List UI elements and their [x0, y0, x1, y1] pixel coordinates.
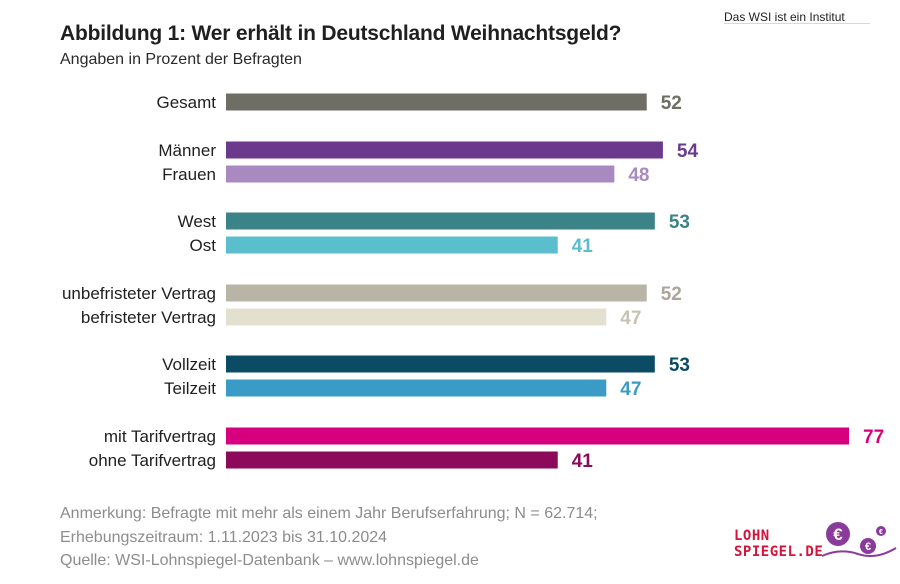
footnote-quelle: Quelle: WSI-Lohnspiegel-Datenbank – www.… — [60, 552, 479, 569]
bar-befristeter-vertrag — [226, 308, 607, 326]
euro-symbol-medium: € — [865, 541, 871, 553]
value-label-vollzeit: 53 — [669, 355, 690, 376]
bar-maenner — [226, 141, 663, 159]
bar-west — [226, 212, 655, 230]
category-label-teilzeit: Teilzeit — [164, 379, 216, 398]
logo-text-line1: LOHN — [734, 528, 770, 544]
value-label-ohne-tarifvertrag: 41 — [572, 451, 594, 472]
bar-ohne-tarifvertrag — [226, 451, 558, 469]
top-note: Das WSI ist ein Institut — [724, 10, 845, 21]
bar-teilzeit — [226, 379, 607, 397]
euro-symbol-small: € — [879, 529, 883, 536]
bar-vollzeit — [226, 355, 655, 373]
euro-symbol-large: € — [833, 525, 843, 544]
value-label-unbefristeter-vertrag: 52 — [661, 284, 682, 305]
bar-ost — [226, 236, 558, 254]
logo-text-line2: SPIEGEL.DE — [734, 544, 824, 560]
bar-unbefristeter-vertrag — [226, 284, 647, 302]
value-label-gesamt: 52 — [661, 93, 682, 114]
value-label-maenner: 54 — [677, 141, 699, 162]
category-label-ohne-tarifvertrag: ohne Tarifvertrag — [89, 451, 216, 470]
euro-coin-small-icon — [876, 526, 886, 536]
value-label-frauen: 48 — [628, 165, 649, 186]
euro-coin-large-icon — [826, 522, 850, 546]
logo-wave — [821, 547, 897, 557]
value-label-befristeter-vertrag: 47 — [620, 308, 641, 329]
category-label-west: West — [178, 212, 217, 231]
category-label-ost: Ost — [190, 236, 217, 255]
value-label-teilzeit: 47 — [620, 379, 641, 400]
category-label-vollzeit: Vollzeit — [162, 355, 216, 374]
value-label-mit-tarifvertrag: 77 — [863, 427, 884, 448]
category-label-gesamt: Gesamt — [156, 93, 216, 112]
value-label-ost: 41 — [572, 236, 594, 257]
category-label-maenner: Männer — [158, 141, 216, 160]
category-label-befristeter-vertrag: befristeter Vertrag — [81, 308, 216, 327]
bar-gesamt — [226, 93, 647, 111]
chart-subtitle: Angaben in Prozent der Befragten — [60, 51, 302, 68]
bar-frauen — [226, 165, 615, 183]
value-label-west: 53 — [669, 212, 690, 233]
divider — [724, 23, 870, 24]
footnote-anmerkung: Anmerkung: Befragte mit mehr als einem J… — [60, 505, 598, 522]
bar-mit-tarifvertrag — [226, 427, 849, 445]
chart-title: Abbildung 1: Wer erhält in Deutschland W… — [60, 22, 622, 45]
category-label-mit-tarifvertrag: mit Tarifvertrag — [104, 427, 216, 446]
category-label-unbefristeter-vertrag: unbefristeter Vertrag — [62, 284, 216, 303]
lohnspiegel-logo: € € € — [821, 522, 897, 557]
euro-coin-medium-icon — [860, 538, 876, 554]
category-label-frauen: Frauen — [162, 165, 216, 184]
footnote-erhebungszeitraum: Erhebungszeitraum: 1.11.2023 bis 31.10.2… — [60, 529, 388, 546]
